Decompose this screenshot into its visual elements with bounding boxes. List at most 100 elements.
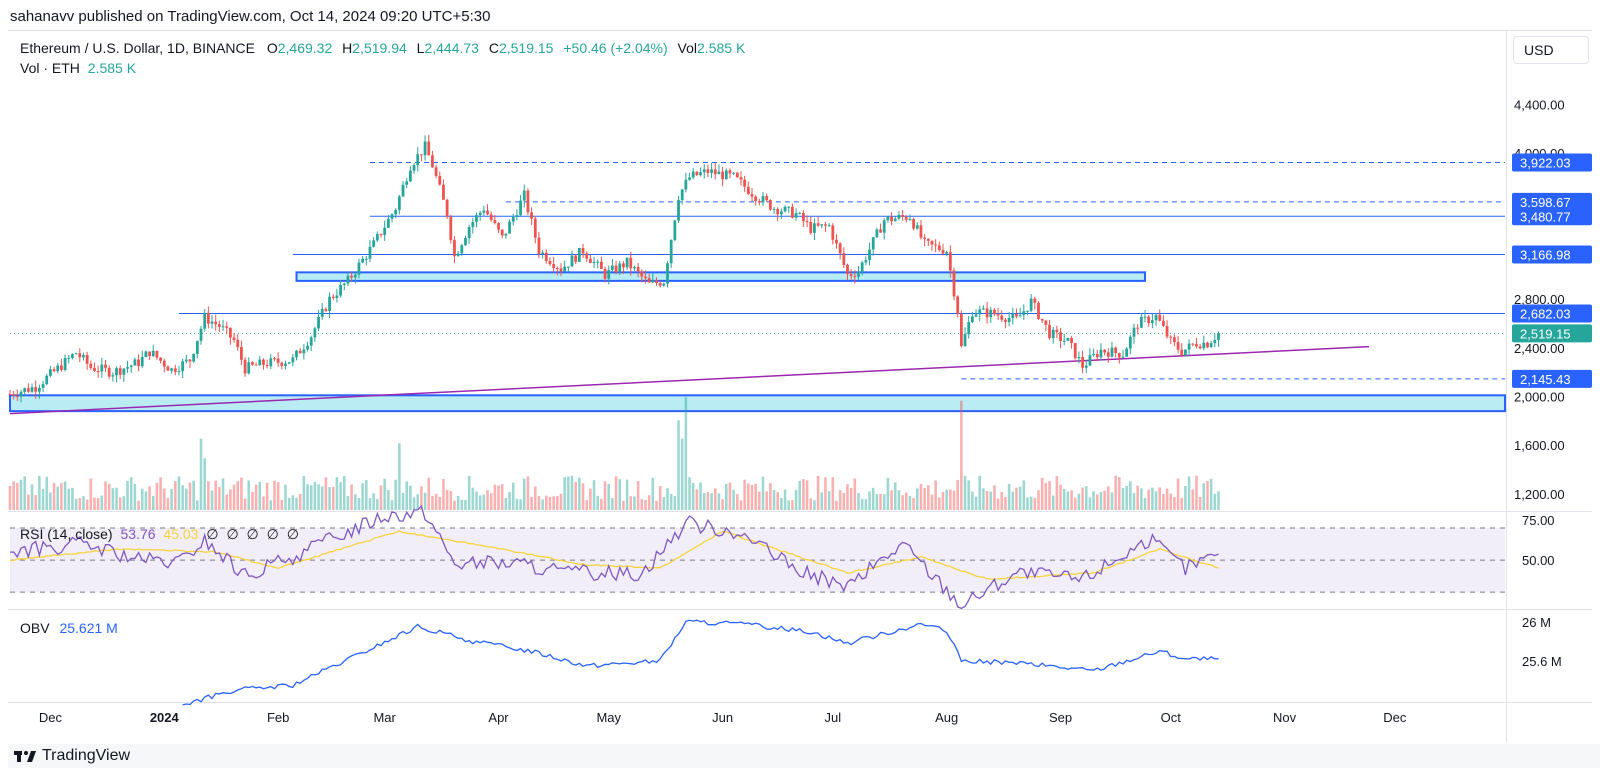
- candle-body: [636, 267, 640, 272]
- candle-body: [1007, 318, 1011, 323]
- volume-bar: [8, 485, 12, 510]
- candle-body: [148, 351, 151, 357]
- candle-body: [724, 170, 728, 180]
- candle-body: [622, 263, 625, 268]
- rsi-axis-tick-label: 50.00: [1522, 553, 1555, 568]
- candle-body: [386, 218, 390, 228]
- volume-bar: [401, 492, 405, 510]
- volume-bar: [251, 491, 254, 510]
- candle-body: [868, 249, 871, 261]
- candle-body: [49, 369, 52, 376]
- candle-body: [357, 262, 361, 275]
- volume-bar: [273, 480, 276, 510]
- volume-bar: [589, 488, 592, 510]
- volume-bar: [673, 496, 677, 510]
- candle-body: [974, 314, 978, 317]
- candle-body: [787, 206, 791, 208]
- volume-bar: [754, 483, 757, 510]
- candle-body: [170, 368, 174, 371]
- volume-bar: [522, 478, 526, 510]
- volume-bar: [361, 483, 364, 510]
- volume-bar: [350, 484, 353, 510]
- candle-body: [820, 224, 824, 226]
- currency-button[interactable]: USD: [1513, 36, 1589, 64]
- time-axis-tick-label: Aug: [935, 710, 958, 725]
- candle-body: [144, 351, 148, 358]
- volume-bar: [247, 480, 251, 510]
- volume-bar: [1077, 493, 1081, 510]
- volume-bar: [805, 480, 809, 510]
- candle-body: [166, 366, 170, 371]
- price-axis-tick-label: 2,400.00: [1514, 341, 1565, 356]
- support-zone: [295, 271, 1147, 282]
- candle-body: [849, 274, 853, 276]
- volume-bar: [339, 482, 342, 510]
- volume-bar: [1169, 493, 1173, 510]
- tradingview-brand[interactable]: TradingView: [14, 747, 130, 765]
- candle-body: [122, 368, 126, 375]
- candle-body: [1132, 327, 1136, 337]
- candle-body: [1158, 314, 1162, 321]
- tradingview-brand-label: TradingView: [42, 747, 131, 764]
- candle-body: [1150, 320, 1154, 324]
- volume-bar: [971, 491, 974, 510]
- volume-bar: [809, 498, 813, 510]
- candle-body: [1202, 342, 1206, 349]
- volume-bar: [1184, 486, 1187, 510]
- volume-bar: [1187, 476, 1191, 510]
- candle-body: [456, 253, 460, 257]
- volume-bar: [567, 476, 570, 510]
- rsi-legend: RSI (14, close) 53.76 45.03 ∅ ∅ ∅ ∅ ∅: [20, 526, 301, 543]
- candle-body: [651, 280, 655, 283]
- volume-bar: [60, 483, 63, 510]
- volume-indicator-label[interactable]: Vol · ETH: [20, 60, 80, 76]
- volume-bar: [133, 483, 137, 510]
- volume-bar: [960, 400, 963, 510]
- volume-bar: [295, 497, 298, 510]
- candle-body: [548, 260, 552, 265]
- volume-bar: [860, 499, 864, 510]
- candle-body: [397, 196, 401, 210]
- candle-body: [133, 359, 137, 366]
- volume-bar: [284, 484, 287, 510]
- volume-bar: [1209, 478, 1213, 510]
- volume-bar: [151, 495, 155, 510]
- candle-body: [655, 280, 658, 284]
- obv-label[interactable]: OBV: [20, 620, 50, 636]
- candle-body: [875, 229, 879, 238]
- volume-bar: [556, 495, 559, 510]
- volume-bar: [1040, 477, 1044, 510]
- symbol-title[interactable]: Ethereum / U.S. Dollar, 1D, BINANCE: [20, 40, 255, 56]
- volume-bar: [600, 498, 603, 510]
- volume-bar: [500, 484, 504, 510]
- volume-bar: [769, 483, 772, 510]
- volume-bar: [545, 495, 548, 510]
- rsi-label[interactable]: RSI (14, close): [20, 526, 113, 542]
- candle-body: [1077, 357, 1081, 359]
- volume-bar: [699, 482, 702, 510]
- volume-bar: [214, 480, 217, 510]
- volume-bar: [695, 489, 699, 510]
- volume-bar: [578, 477, 581, 510]
- volume-bar: [1136, 485, 1139, 510]
- volume-bar: [1217, 491, 1220, 510]
- candle-body: [596, 261, 600, 263]
- candle-body: [445, 199, 449, 217]
- candle-body: [1095, 353, 1099, 358]
- volume-bar: [1015, 487, 1018, 510]
- candle-body: [442, 184, 445, 200]
- candle-body: [493, 220, 497, 224]
- candle-body: [251, 362, 254, 365]
- candle-body: [104, 364, 107, 368]
- candle-body: [846, 264, 849, 275]
- candle-body: [339, 284, 342, 296]
- volume-bar: [497, 485, 500, 510]
- time-axis-tick-label: 2024: [150, 710, 180, 725]
- candle-body: [188, 359, 192, 362]
- candle-body: [1173, 337, 1176, 343]
- volume-bar: [177, 476, 181, 510]
- candle-body: [566, 266, 570, 268]
- rsi-extra-values: ∅ ∅ ∅ ∅ ∅: [206, 526, 301, 542]
- volume-bar: [963, 475, 967, 510]
